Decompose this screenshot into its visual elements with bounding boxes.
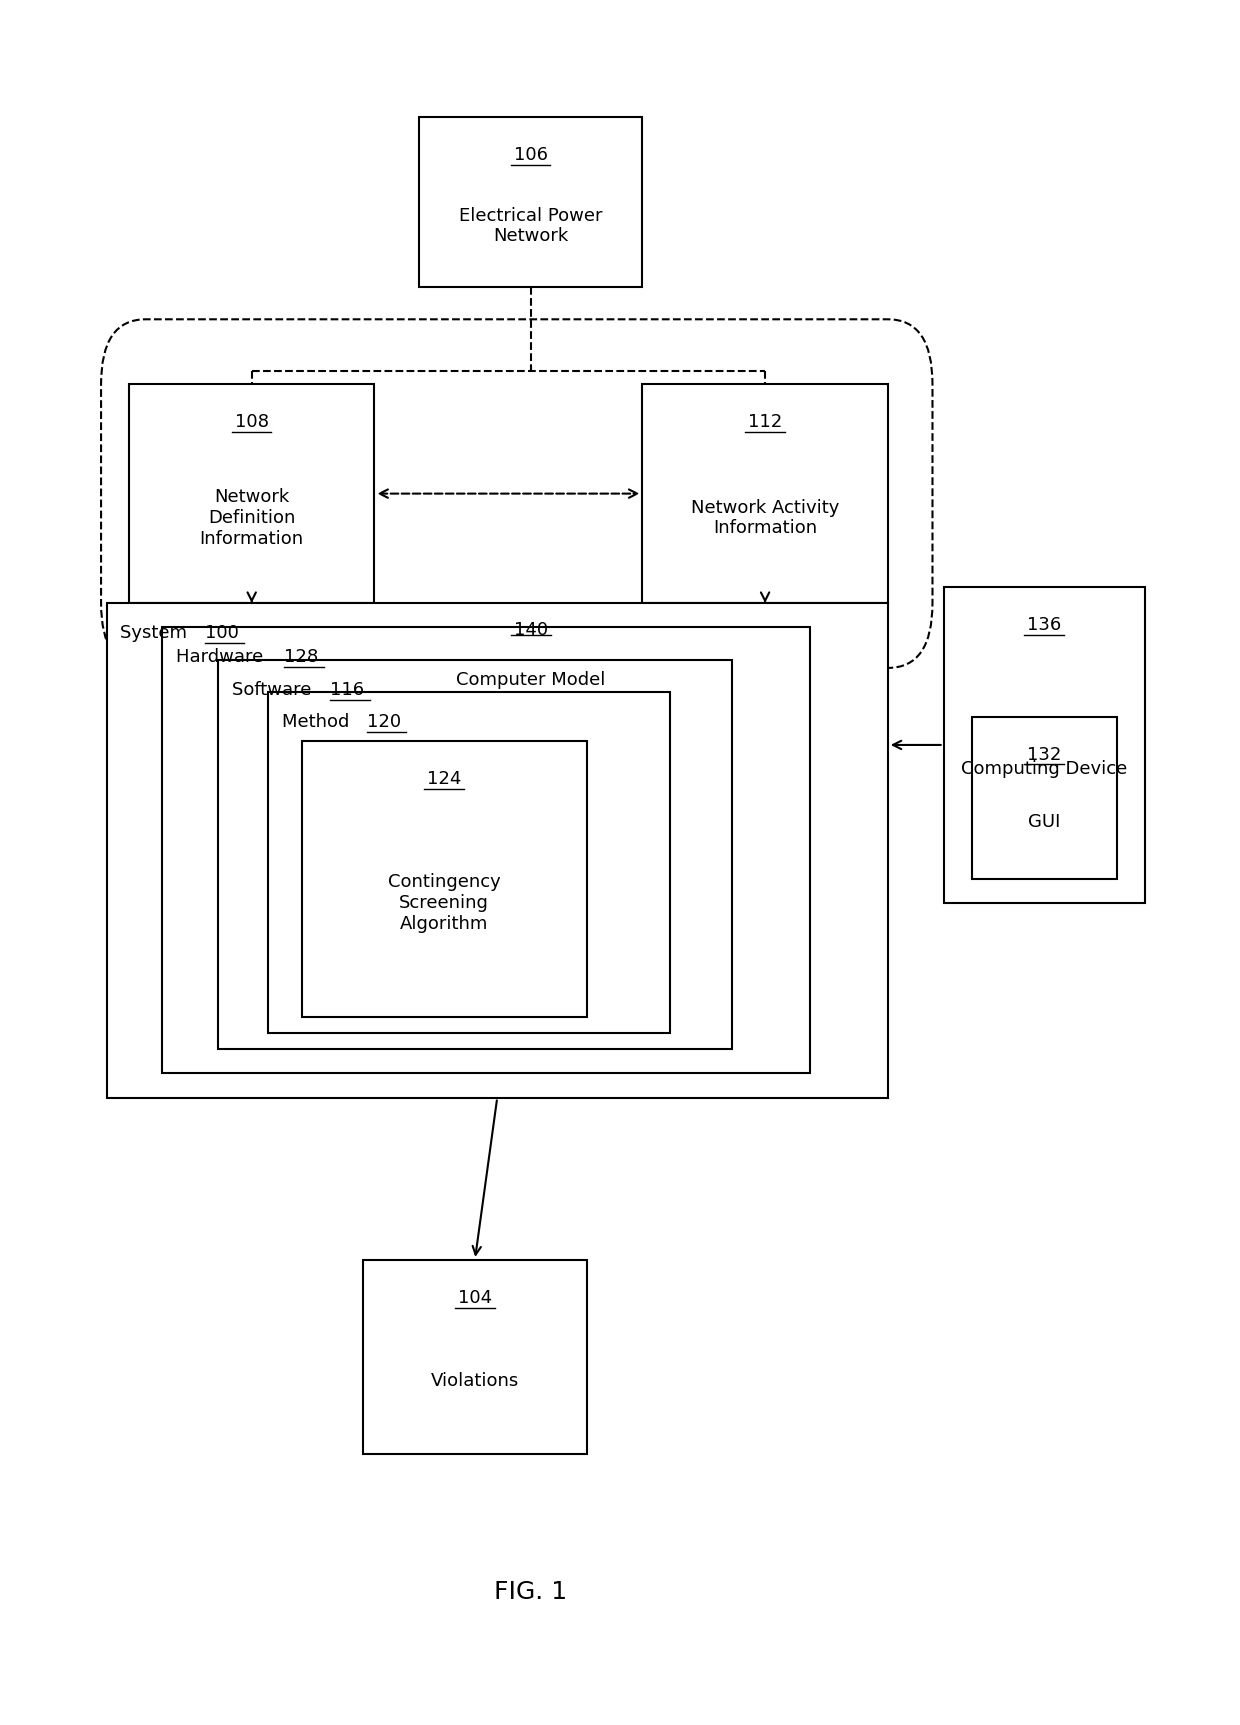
Text: 136: 136 (1027, 616, 1061, 635)
Text: Computing Device: Computing Device (961, 761, 1127, 778)
Bar (944, 586, 1145, 904)
Text: Contingency
Screening
Algorithm: Contingency Screening Algorithm (388, 873, 501, 933)
Text: 120: 120 (367, 714, 401, 731)
Bar (419, 117, 642, 286)
Bar (218, 661, 732, 1049)
Text: 100: 100 (205, 624, 238, 642)
Text: System: System (120, 624, 192, 642)
Text: 116: 116 (331, 681, 365, 699)
Text: Network Activity
Information: Network Activity Information (691, 499, 839, 536)
Text: 124: 124 (427, 769, 461, 788)
Bar (269, 692, 670, 1033)
Bar (107, 604, 888, 1097)
Text: Network
Definition
Information: Network Definition Information (200, 488, 304, 549)
Text: 112: 112 (748, 414, 782, 431)
Text: Method: Method (281, 714, 355, 731)
Text: 132: 132 (1027, 745, 1061, 764)
Text: 140: 140 (513, 621, 548, 638)
Text: Software: Software (232, 681, 316, 699)
Bar (363, 1259, 587, 1454)
Text: GUI: GUI (1028, 812, 1060, 831)
Bar (642, 385, 888, 604)
Text: Computer Model: Computer Model (456, 671, 605, 690)
Text: 106: 106 (513, 147, 548, 164)
Bar (162, 628, 810, 1073)
Text: 128: 128 (284, 649, 319, 666)
Text: FIG. 1: FIG. 1 (495, 1580, 567, 1604)
Bar (303, 740, 587, 1016)
Bar (129, 385, 374, 604)
Text: 104: 104 (458, 1289, 492, 1308)
Text: Hardware: Hardware (176, 649, 269, 666)
Text: Electrical Power
Network: Electrical Power Network (459, 207, 603, 245)
Text: Violations: Violations (430, 1373, 520, 1390)
Bar (972, 716, 1116, 878)
Text: 108: 108 (234, 414, 269, 431)
